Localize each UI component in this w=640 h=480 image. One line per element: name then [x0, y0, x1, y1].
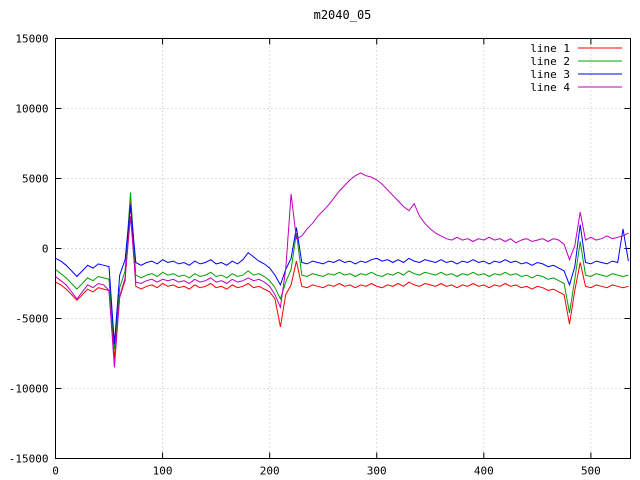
- x-tick-label: 100: [153, 465, 173, 478]
- x-tick-label: 400: [474, 465, 494, 478]
- legend-label: line 2: [530, 55, 570, 68]
- y-tick-label: 15000: [15, 33, 48, 46]
- y-tick-label: 10000: [15, 103, 48, 116]
- series-line-3: [55, 205, 629, 344]
- y-tick-label: 5000: [22, 173, 49, 186]
- series-line-4: [55, 172, 629, 368]
- legend-label: line 1: [530, 42, 570, 55]
- y-tick-label: -10000: [9, 383, 49, 396]
- series-line-1: [55, 202, 629, 360]
- x-tick-label: 300: [367, 465, 387, 478]
- x-tick-label: 200: [260, 465, 280, 478]
- y-tick-label: 0: [42, 243, 49, 256]
- chart-title: m2040_05: [313, 8, 372, 22]
- legend-label: line 3: [530, 68, 570, 81]
- y-tick-label: -15000: [9, 453, 49, 466]
- y-tick-label: -5000: [15, 313, 48, 326]
- x-tick-label: 0: [52, 465, 59, 478]
- legend-label: line 4: [530, 81, 570, 94]
- series-line-2: [55, 192, 629, 350]
- x-tick-label: 500: [581, 465, 601, 478]
